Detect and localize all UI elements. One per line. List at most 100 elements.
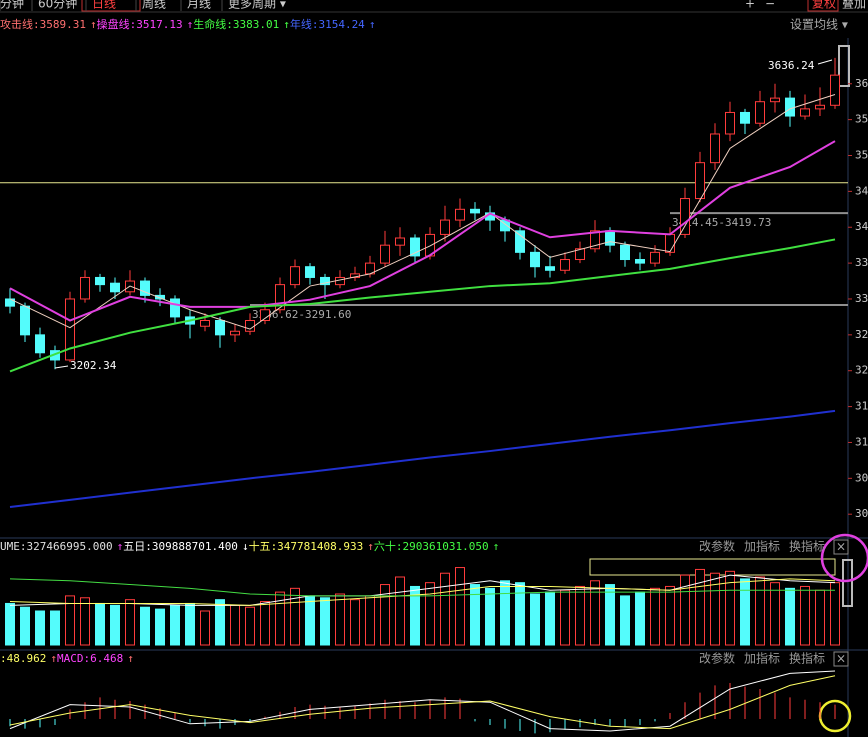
legend-name: 六十 xyxy=(374,539,396,553)
candle-body xyxy=(785,97,795,117)
moving-average xyxy=(9,94,836,330)
legend-arrow: ↑ xyxy=(50,652,57,665)
legend-arrow: ↑ xyxy=(367,540,374,553)
candle-body xyxy=(95,276,105,286)
toolbar-button[interactable]: 叠加 xyxy=(842,0,866,11)
volume-bar xyxy=(410,585,420,646)
period-tab[interactable]: 分钟 xyxy=(0,0,24,11)
candle-body xyxy=(695,162,705,200)
candle-body xyxy=(530,251,540,268)
candle-body xyxy=(710,133,720,164)
legend-arrow: ↑ xyxy=(90,18,97,31)
volume-bar xyxy=(380,584,390,646)
scroll-handle[interactable] xyxy=(838,45,850,87)
volume-bar xyxy=(275,591,285,646)
scroll-handle[interactable] xyxy=(842,559,853,607)
legend-value: :347781408.933 xyxy=(271,540,364,553)
volume-bar xyxy=(5,602,15,646)
legend-value: :327466995.000 xyxy=(20,540,113,553)
candle-body xyxy=(515,230,525,253)
period-tab[interactable]: 月线 xyxy=(187,0,211,11)
candle-body xyxy=(575,248,585,261)
toolbar-button[interactable]: − xyxy=(765,0,775,11)
volume-bar xyxy=(620,595,630,646)
volume-bar xyxy=(95,602,105,646)
volume-bar xyxy=(695,568,705,646)
volume-bar xyxy=(290,587,300,646)
volume-bar xyxy=(635,591,645,646)
volume-bar xyxy=(350,599,360,646)
period-tab[interactable]: 日线 xyxy=(92,0,116,11)
legend-name: 操盘线 xyxy=(97,17,130,31)
volume-bar xyxy=(35,610,45,646)
legend-arrow: ↑ xyxy=(117,540,124,553)
y-tick-label: 31 xyxy=(855,435,868,448)
volume-bar xyxy=(80,597,90,646)
y-tick-label: 33 xyxy=(855,256,868,269)
volume-bar xyxy=(455,567,465,646)
panel-button[interactable]: 加指标 xyxy=(744,539,780,554)
volume-bar xyxy=(725,570,735,646)
candle-body xyxy=(665,233,675,253)
y-tick-label: 33 xyxy=(855,292,868,305)
highlight-circle xyxy=(820,533,868,583)
moving-average xyxy=(9,238,836,373)
candle-body xyxy=(305,266,315,278)
y-tick-label: 34 xyxy=(855,184,868,197)
panel-button[interactable]: 换指标 xyxy=(789,651,825,666)
toolbar-button[interactable]: 复权 xyxy=(812,0,836,11)
period-tab[interactable]: 更多周期 ▾ xyxy=(228,0,286,11)
ma-settings[interactable]: 设置均线 ▾ xyxy=(790,18,848,32)
period-tab[interactable]: 60分钟 xyxy=(38,0,77,11)
indicator-legend: 攻击线:3589.31 ↑操盘线:3517.13 ↑生命线:3383.01 ↑年线:3… xyxy=(0,17,375,31)
candle-body xyxy=(380,244,390,264)
volume-average xyxy=(9,578,835,597)
close-button[interactable]: × xyxy=(836,652,846,666)
volume-bar xyxy=(485,587,495,646)
low-label: 3202.34 xyxy=(70,359,117,372)
volume-bar xyxy=(500,580,510,646)
legend-value: :3517.13 xyxy=(130,18,183,31)
volume-bar xyxy=(50,610,60,646)
candle-body xyxy=(635,259,645,264)
volume-bar xyxy=(200,610,210,646)
candle-body xyxy=(740,111,750,124)
volume-bar xyxy=(110,604,120,646)
macd-line xyxy=(9,670,836,732)
panel-button[interactable]: 改参数 xyxy=(699,539,735,554)
period-tab[interactable]: 周线 xyxy=(142,0,166,11)
candle-body xyxy=(755,101,765,124)
volume-bar xyxy=(785,587,795,646)
legend-name: MACD xyxy=(57,652,84,665)
price-level-label: 3286.62-3291.60 xyxy=(252,308,351,321)
panel-button[interactable]: 换指标 xyxy=(789,539,825,554)
panel-button[interactable]: 改参数 xyxy=(699,651,735,666)
legend-name: 五日 xyxy=(123,540,145,553)
volume-average xyxy=(9,574,836,606)
legend-value: :3589.31 xyxy=(33,18,86,31)
legend-name: 年线 xyxy=(290,17,312,31)
close-button[interactable]: × xyxy=(836,540,846,554)
close-box xyxy=(833,539,849,555)
candle-body xyxy=(80,276,90,300)
candle-body xyxy=(20,305,30,336)
volume-bar xyxy=(470,584,480,646)
legend-value: :3383.01 xyxy=(226,18,279,31)
fq-box xyxy=(807,0,839,12)
volume-bar xyxy=(740,578,750,646)
panel-button[interactable]: 加指标 xyxy=(744,651,780,666)
candle-body xyxy=(320,276,330,286)
volume-bar xyxy=(800,585,810,646)
low-arrow xyxy=(54,365,69,369)
toolbar-button[interactable]: + xyxy=(745,0,755,11)
volume-bar xyxy=(185,602,195,646)
volume-bar xyxy=(710,572,720,646)
active-tab-box xyxy=(81,0,141,12)
candle-body xyxy=(275,284,285,311)
candle-body xyxy=(215,320,225,336)
candle-body xyxy=(170,298,180,318)
volume-bar xyxy=(395,576,405,646)
volume-bar xyxy=(170,604,180,646)
volume-bar xyxy=(830,582,840,646)
